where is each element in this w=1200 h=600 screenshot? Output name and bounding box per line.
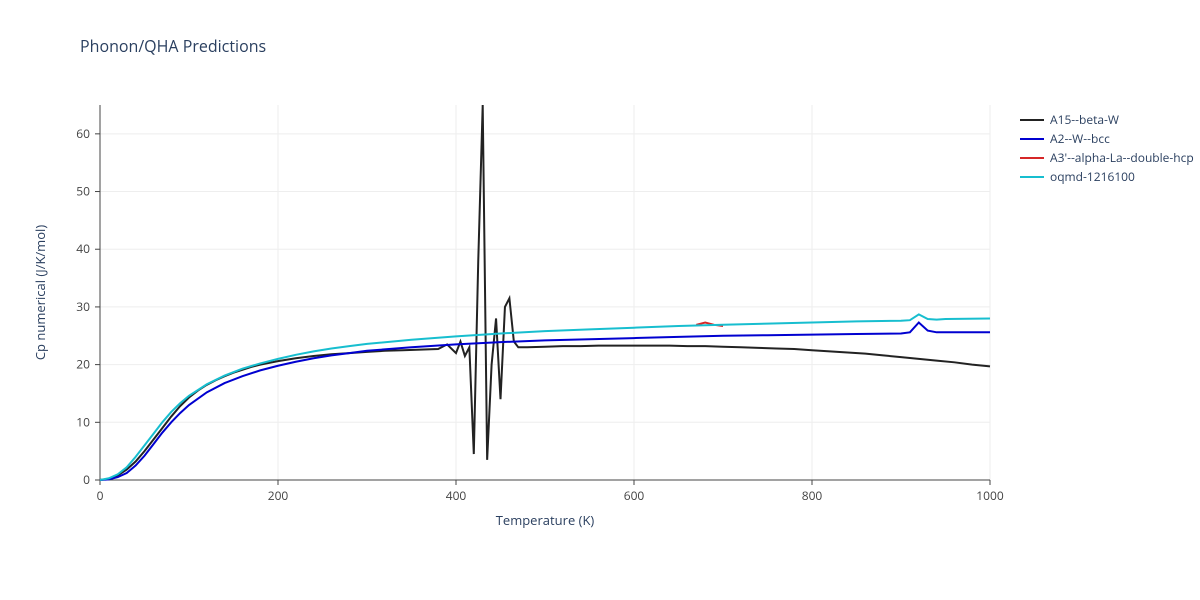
legend-label: A2--W--bcc [1050, 129, 1110, 148]
x-tick-label: 800 [802, 487, 823, 504]
legend-item[interactable]: A3'--alpha-La--double-hcp [1020, 148, 1194, 167]
legend-swatch [1020, 157, 1044, 159]
y-tick-label: 50 [76, 183, 90, 200]
y-tick-label: 20 [76, 356, 90, 373]
legend-label: oqmd-1216100 [1050, 167, 1135, 186]
chart-container: 0 200 400 600 800 1000 0 10 20 30 40 50 60 Temperatur… [0, 0, 1200, 600]
y-tick-label: 60 [76, 125, 90, 142]
x-tick-label: 600 [624, 487, 645, 504]
y-tick-label: 10 [76, 413, 90, 430]
y-tick-label: 40 [76, 240, 90, 257]
legend: A15--beta-WA2--W--bccA3'--alpha-La--doub… [1020, 110, 1194, 186]
legend-label: A3'--alpha-La--double-hcp [1050, 148, 1194, 167]
x-tick-label: 1000 [976, 487, 1004, 504]
x-axis-title: Temperature (K) [496, 511, 595, 529]
x-tick-label: 0 [97, 487, 104, 504]
x-tick-label: 400 [446, 487, 467, 504]
x-tick-label: 200 [268, 487, 289, 504]
series-line [100, 105, 990, 480]
series-line [100, 314, 990, 480]
y-tick-label: 0 [83, 471, 90, 488]
legend-swatch [1020, 138, 1044, 140]
y-tick-label: 30 [76, 298, 90, 315]
legend-swatch [1020, 176, 1044, 178]
legend-item[interactable]: A2--W--bcc [1020, 129, 1194, 148]
legend-item[interactable]: oqmd-1216100 [1020, 167, 1194, 186]
legend-item[interactable]: A15--beta-W [1020, 110, 1194, 129]
legend-label: A15--beta-W [1050, 110, 1119, 129]
chart-svg: 0 200 400 600 800 1000 0 10 20 30 40 50 60 Temperatur… [0, 0, 1200, 600]
y-axis-title: Cp numerical (J/K/mol) [31, 225, 49, 360]
legend-swatch [1020, 119, 1044, 121]
